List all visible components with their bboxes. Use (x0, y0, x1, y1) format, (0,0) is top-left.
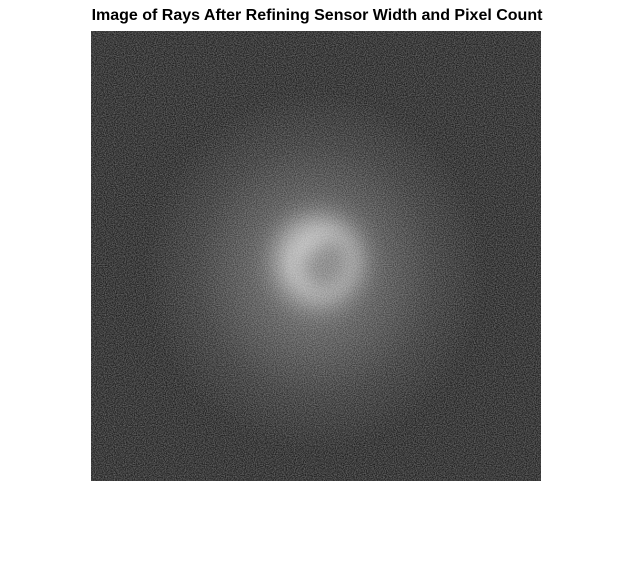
figure-title: Image of Rays After Refining Sensor Widt… (91, 7, 543, 24)
sensor-noise (91, 31, 541, 481)
ray-image (91, 31, 541, 481)
